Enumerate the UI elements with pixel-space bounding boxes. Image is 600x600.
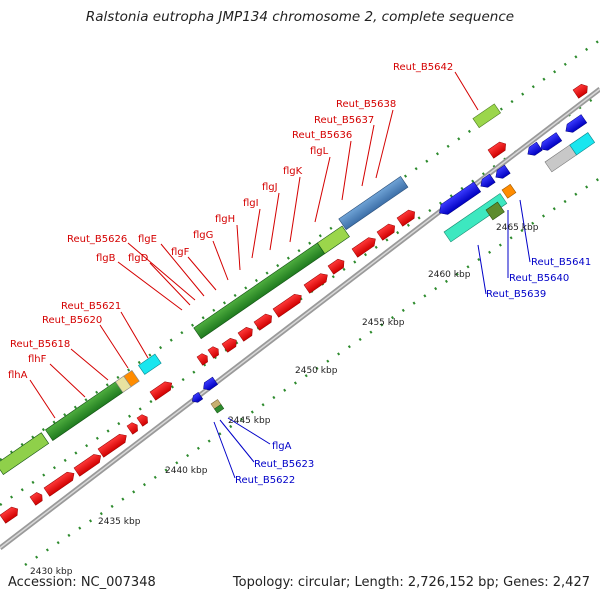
genome-summary-text: Topology: circular; Length: 2,726,152 bp…: [232, 575, 590, 590]
gene-label: flgL: [310, 146, 329, 157]
map-title: Ralstonia eutropha JMP134 chromosome 2, …: [85, 9, 515, 25]
gene-block: [443, 193, 508, 243]
gene-label: flgK: [283, 166, 303, 177]
gene-label: flgG: [193, 230, 213, 241]
gene-label: flgB: [96, 253, 116, 264]
gene-label: Reut_B5622: [235, 475, 295, 486]
gene-label: flhF: [28, 354, 47, 365]
gene-label: flgF: [171, 247, 190, 258]
gene-label: flgE: [138, 234, 157, 245]
gene-block: [0, 432, 50, 476]
gene-label: Reut_B5642: [393, 62, 453, 73]
gene-label: Reut_B5639: [486, 289, 546, 300]
gene-label: flhA: [8, 370, 28, 381]
chromosome-backbone: [0, 87, 600, 550]
gene-label: Reut_B5620: [42, 315, 102, 326]
kbp-label: 2435 kbp: [98, 517, 141, 527]
accession-text: Accession: NC_007348: [8, 575, 156, 590]
gene-label: flgI: [243, 198, 259, 209]
gene-block: [123, 369, 140, 388]
gene-label: Reut_B5618: [10, 339, 70, 350]
kbp-label: 2445 kbp: [228, 416, 271, 426]
gene-label: Reut_B5641: [531, 257, 591, 268]
gene-label: Reut_B5637: [314, 115, 374, 126]
kbp-label: 2460 kbp: [428, 270, 471, 280]
kbp-label: 2465 kbp: [496, 223, 539, 233]
forward-callout-lines: [29, 71, 479, 419]
reverse-callout-lines: [213, 199, 531, 479]
forward-strand-genes: [0, 84, 588, 524]
gene-block: [316, 225, 350, 255]
gene-block: [138, 353, 162, 375]
kbp-label: 2430 kbp: [30, 567, 73, 577]
kbp-scale-labels: 2435 kbp 2440 kbp 2445 kbp 2450 kbp 2455…: [30, 223, 539, 577]
gene-label: Reut_B5623: [254, 459, 314, 470]
gene-label: flgJ: [262, 182, 278, 193]
gene-block: [214, 404, 225, 414]
reverse-gene-labels: Reut_B5641 Reut_B5640 Reut_B5639 flgA Re…: [235, 257, 591, 486]
forward-gene-labels: Reut_B5642 Reut_B5638 Reut_B5637 Reut_B5…: [8, 62, 453, 381]
gene-block: [569, 132, 596, 156]
gene-block: [45, 381, 124, 442]
kbp-label: 2440 kbp: [165, 466, 208, 476]
gene-label: Reut_B5621: [61, 301, 121, 312]
gene-label: Reut_B5638: [336, 99, 396, 110]
gene-block: [472, 103, 501, 129]
gene-label: flgH: [215, 214, 235, 225]
gene-label: Reut_B5626: [67, 234, 127, 245]
reverse-strand-genes: [191, 114, 596, 414]
gene-block: [338, 176, 409, 231]
gene-label: Reut_B5636: [292, 130, 352, 141]
gene-label: Reut_B5640: [509, 273, 569, 284]
gene-label: flgD: [128, 253, 149, 264]
gene-label: flgA: [272, 441, 292, 452]
kbp-label: 2455 kbp: [362, 318, 405, 328]
gene-block: [501, 183, 517, 199]
gene-block: [485, 201, 505, 221]
kbp-label: 2450 kbp: [295, 366, 338, 376]
